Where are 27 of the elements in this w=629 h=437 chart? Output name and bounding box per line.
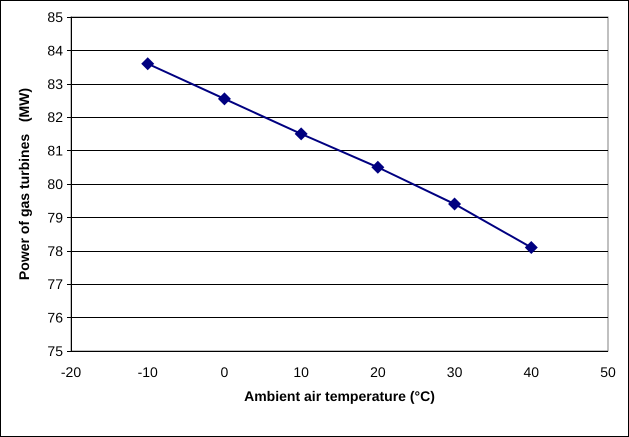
y-tick-label: 80 [47, 176, 64, 192]
point [448, 198, 462, 211]
y-tick-label: 85 [47, 9, 64, 25]
x-tick-label: 30 [446, 364, 463, 380]
y-tick-label: 83 [47, 76, 64, 92]
x-tick-label: -20 [60, 364, 82, 380]
y-tick-label: 81 [47, 142, 64, 159]
x-tick-label: 0 [220, 364, 229, 380]
point [371, 160, 384, 174]
x-tick-label: 10 [293, 364, 310, 380]
x-axis-title: Ambient air temperature (°C) [244, 388, 435, 404]
point [141, 57, 154, 70]
y-tick-label: 77 [47, 276, 64, 292]
y-tick-label: 75 [47, 343, 64, 359]
y-tick-label: 82 [47, 109, 64, 126]
y-tick-label: 79 [47, 209, 64, 226]
point [294, 127, 308, 140]
point [218, 92, 231, 106]
y-tick-label: 76 [47, 310, 64, 326]
x-tick-label: 20 [370, 364, 386, 380]
y-axis-title: Power of gas turbines (MW) [16, 88, 32, 280]
y-tick-label: 78 [47, 242, 64, 259]
point [524, 240, 538, 254]
x-tick-label: 40 [523, 364, 540, 380]
x-tick-label: 50 [600, 364, 616, 380]
y-tick-label: 84 [47, 42, 64, 58]
x-tick-label: -10 [138, 364, 158, 380]
